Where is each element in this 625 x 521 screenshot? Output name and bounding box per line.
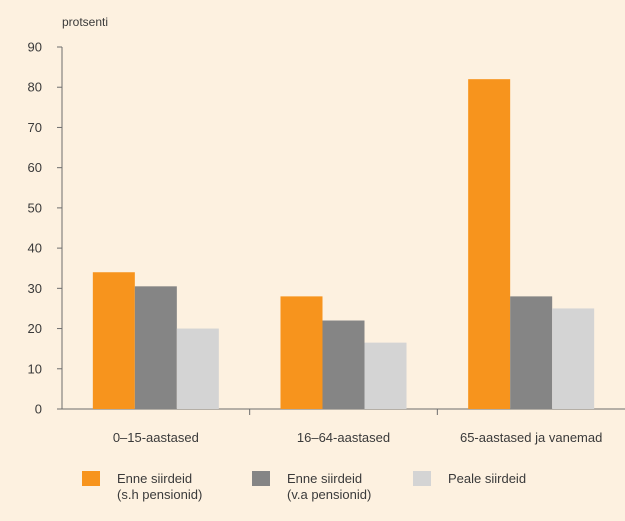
y-tick-label: 80	[28, 80, 42, 95]
bar	[364, 342, 407, 409]
bar	[510, 296, 553, 409]
y-tick-label: 0	[35, 402, 42, 417]
legend-label: Enne siirdeid	[287, 471, 362, 486]
y-tick-label: 70	[28, 120, 42, 135]
bar	[176, 328, 219, 409]
x-category-label: 0–15-aastased	[113, 430, 199, 445]
plot-area: 0 10 20 30 40 50 60 70 80 90 0–15-aastased 16–64-aa…	[28, 40, 625, 445]
bar	[134, 286, 177, 409]
y-tick-label: 90	[28, 40, 42, 55]
bar	[280, 296, 323, 409]
legend-swatch	[252, 471, 270, 486]
bar	[92, 272, 135, 409]
y-tick-label: 50	[28, 200, 42, 215]
bar	[468, 79, 511, 409]
legend-label: Peale siirdeid	[448, 471, 526, 486]
y-tick-label: 10	[28, 361, 42, 376]
y-axis-unit-label: protsenti	[62, 15, 108, 29]
legend-label: (v.a pensionid)	[287, 487, 371, 502]
legend-swatch	[413, 471, 431, 486]
legend-label: Enne siirdeid	[117, 471, 192, 486]
y-tick-label: 30	[28, 281, 42, 296]
bar	[552, 308, 595, 409]
x-category-label: 16–64-aastased	[297, 430, 390, 445]
bar	[322, 320, 365, 409]
legend-swatch	[82, 471, 100, 486]
legend: Enne siirdeid(s.h pensionid)Enne siirdei…	[82, 471, 526, 502]
y-tick-label: 40	[28, 241, 42, 256]
y-tick-label: 60	[28, 160, 42, 175]
legend-label: (s.h pensionid)	[117, 487, 202, 502]
x-category-label: 65-aastased ja vanemad	[460, 430, 602, 445]
y-tick-label: 20	[28, 321, 42, 336]
